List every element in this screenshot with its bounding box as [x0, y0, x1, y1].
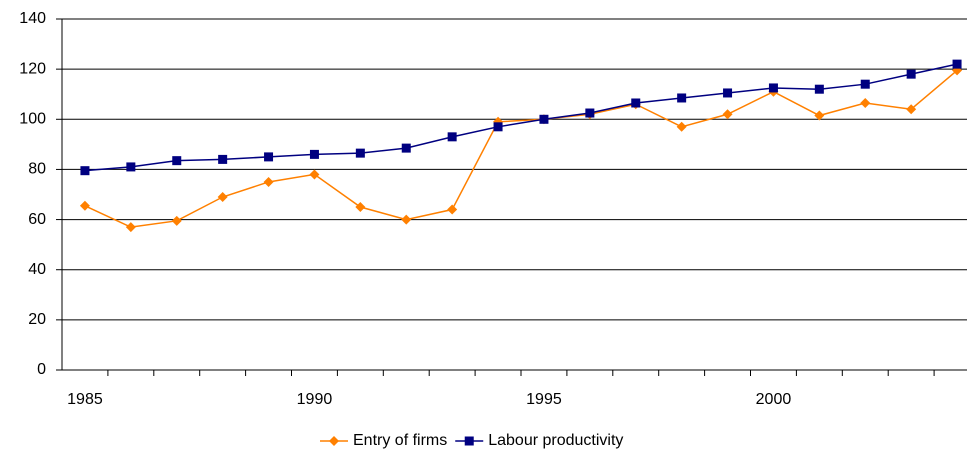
- data-point: [217, 192, 228, 203]
- data-point: [263, 176, 274, 187]
- data-point: [171, 215, 182, 226]
- legend-marker: [464, 436, 474, 446]
- data-point: [906, 104, 917, 115]
- x-tick-label: 1990: [297, 391, 333, 408]
- x-tick-label: 1995: [526, 391, 562, 408]
- data-point: [125, 222, 136, 233]
- data-point: [631, 98, 641, 108]
- data-point: [768, 83, 778, 93]
- data-point: [79, 200, 90, 211]
- data-point: [447, 132, 457, 142]
- data-point: [355, 202, 366, 213]
- legend-label: Labour productivity: [488, 432, 623, 449]
- data-point: [676, 121, 687, 132]
- data-point: [952, 59, 962, 69]
- y-tick-label: 80: [28, 161, 46, 178]
- data-point: [264, 152, 274, 162]
- data-point: [722, 109, 733, 120]
- data-point: [493, 122, 503, 132]
- y-tick-label: 120: [19, 60, 46, 77]
- data-point: [218, 154, 228, 164]
- y-tick-label: 0: [37, 361, 46, 378]
- data-point: [860, 97, 871, 108]
- data-point: [172, 156, 182, 166]
- y-tick-label: 40: [28, 261, 46, 278]
- x-tick-label: 1985: [67, 391, 103, 408]
- data-point: [723, 88, 733, 98]
- y-tick-label: 100: [19, 111, 46, 128]
- y-tick-label: 140: [19, 10, 46, 27]
- data-point: [860, 79, 870, 89]
- data-point: [126, 162, 136, 172]
- data-point: [906, 69, 916, 79]
- data-point: [401, 143, 411, 153]
- series-line: [84, 69, 958, 228]
- data-point: [309, 149, 319, 159]
- data-point: [539, 114, 549, 124]
- data-point: [677, 93, 687, 103]
- legend-label: Entry of firms: [353, 432, 447, 449]
- x-tick-label: 2000: [756, 391, 792, 408]
- data-point: [585, 108, 595, 118]
- y-tick-label: 60: [28, 211, 46, 228]
- data-point: [401, 214, 412, 225]
- data-point: [355, 148, 365, 158]
- data-point: [814, 110, 825, 121]
- data-point: [447, 204, 458, 215]
- y-tick-label: 20: [28, 311, 46, 328]
- data-point: [309, 169, 320, 180]
- data-point: [80, 166, 90, 176]
- legend-marker: [329, 436, 339, 446]
- series-line: [84, 63, 958, 172]
- data-point: [814, 84, 824, 94]
